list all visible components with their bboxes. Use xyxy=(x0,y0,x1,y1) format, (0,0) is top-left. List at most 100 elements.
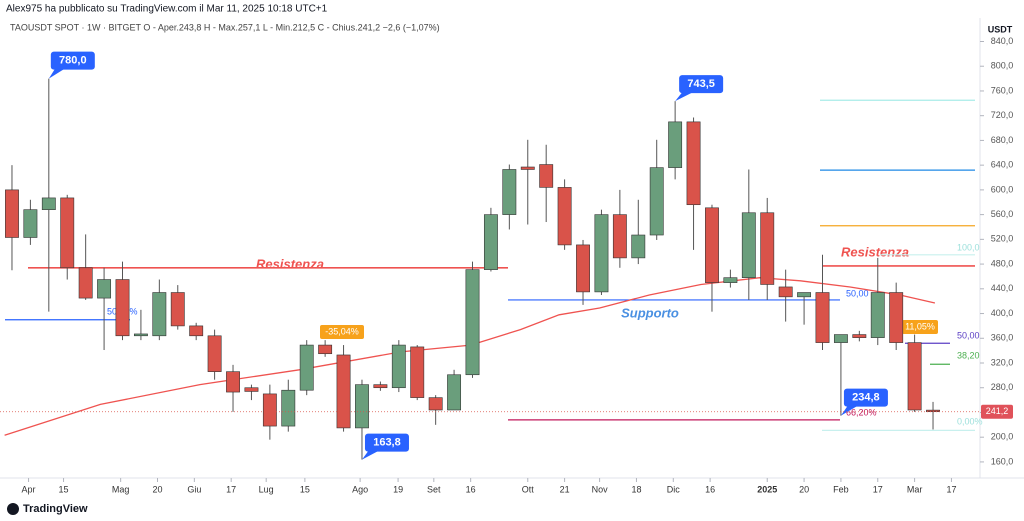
y-tick-label: 320,0 xyxy=(991,357,1014,367)
candle-body xyxy=(483,214,498,270)
y-tick-label: 720,0 xyxy=(991,110,1014,120)
x-tick-label: 21 xyxy=(560,484,570,494)
pct-label: 11,05% xyxy=(905,321,935,331)
axis-unit: USDT xyxy=(988,24,1013,34)
x-tick-label: 16 xyxy=(705,484,715,494)
x-tick-label: 17 xyxy=(226,484,236,494)
fib-label: 66,20% xyxy=(846,407,877,417)
y-tick-label: 520,0 xyxy=(991,234,1014,244)
y-tick-label: 480,0 xyxy=(991,258,1014,268)
y-tick-label: 400,0 xyxy=(991,308,1014,318)
candle-body xyxy=(741,212,756,278)
candle-body xyxy=(170,292,185,327)
callout-box xyxy=(679,75,724,94)
candle-body xyxy=(226,371,240,393)
candle-body xyxy=(557,187,572,246)
candle-body xyxy=(815,292,830,343)
candle-body xyxy=(318,344,333,355)
candle-body xyxy=(23,209,38,238)
candle-body xyxy=(539,164,554,188)
annotation: Resistenza xyxy=(256,256,324,271)
callout-label: 780,0 xyxy=(59,54,87,66)
x-tick-label: 15 xyxy=(59,484,69,494)
candle-body xyxy=(520,166,535,170)
x-tick-label: Apr xyxy=(22,484,36,494)
x-tick-label: Ago xyxy=(352,484,368,494)
fib-label: 0,00% xyxy=(957,416,983,426)
fib-label: 100,0 xyxy=(957,242,980,252)
y-tick-label: 680,0 xyxy=(991,135,1014,145)
x-tick-label: 20 xyxy=(799,484,809,494)
candle-body xyxy=(760,212,775,285)
x-tick-label: 15 xyxy=(300,484,310,494)
candle-body xyxy=(778,286,793,298)
fib-label: 50,00 xyxy=(957,330,980,340)
y-tick-label: 840,0 xyxy=(991,36,1014,46)
annotation: Resistenza xyxy=(841,244,909,259)
x-tick-label: Ott xyxy=(522,484,535,494)
fib-label: 50,00 xyxy=(846,288,869,298)
candle-body xyxy=(465,269,480,376)
candle-body xyxy=(870,292,885,338)
candle-body xyxy=(189,325,204,337)
last-price-box xyxy=(981,404,1013,419)
logo xyxy=(7,503,19,515)
pct-label: -35,04% xyxy=(325,326,359,336)
candle-body xyxy=(852,334,867,338)
y-tick-label: 360,0 xyxy=(991,333,1014,343)
candle-body xyxy=(133,333,148,337)
callout-box xyxy=(843,388,888,407)
y-tick-label: 640,0 xyxy=(991,160,1014,170)
pct-badge xyxy=(902,320,938,334)
y-tick-label: 760,0 xyxy=(991,85,1014,95)
x-tick-label: 16 xyxy=(466,484,476,494)
candle-body xyxy=(281,389,296,427)
x-tick-label: Giu xyxy=(187,484,201,494)
moving-average xyxy=(4,277,936,436)
x-tick-label: 18 xyxy=(631,484,641,494)
footer-brand: TradingView xyxy=(23,503,88,515)
candle-body xyxy=(797,292,812,298)
candle-body xyxy=(428,397,443,411)
publish-note: Alex975 ha pubblicato su TradingView.com… xyxy=(6,4,328,15)
candle-body xyxy=(5,189,19,238)
candle-body xyxy=(78,267,93,299)
callout-box xyxy=(50,51,95,70)
candle-body xyxy=(410,346,425,398)
y-tick-label: 160,0 xyxy=(991,456,1014,466)
candle-body xyxy=(889,292,904,343)
x-tick-label: 20 xyxy=(152,484,162,494)
callout-label: 163,8 xyxy=(373,436,401,448)
candle-body xyxy=(373,384,388,389)
callout-label: 234,8 xyxy=(852,392,880,404)
candle-body xyxy=(336,354,351,429)
x-tick-label: Feb xyxy=(833,484,849,494)
x-tick-label: Mar xyxy=(907,484,923,494)
y-tick-label: 560,0 xyxy=(991,209,1014,219)
candle-body xyxy=(649,167,664,236)
fib-label: 38,20 xyxy=(957,350,980,360)
candle-body xyxy=(705,207,719,283)
last-price-label: 241,2 xyxy=(986,406,1009,416)
candle-body xyxy=(355,384,369,429)
candle-body xyxy=(594,214,609,293)
callout-box xyxy=(364,433,409,452)
candle-body xyxy=(115,279,130,337)
candle-body xyxy=(502,169,517,215)
candle-body xyxy=(833,334,848,343)
y-tick-label: 600,0 xyxy=(991,184,1014,194)
x-tick-label: Nov xyxy=(592,484,609,494)
x-tick-label: 17 xyxy=(873,484,883,494)
candle-body xyxy=(41,197,56,210)
x-tick-label: 19 xyxy=(393,484,403,494)
candle-body xyxy=(612,214,627,259)
callout-label: 743,5 xyxy=(687,78,715,90)
x-tick-label: 17 xyxy=(946,484,956,494)
x-tick-label: 2025 xyxy=(757,484,777,494)
candle-body xyxy=(299,344,314,391)
annotation: Supporto xyxy=(621,305,679,320)
x-tick-label: Set xyxy=(427,484,441,494)
candle-body xyxy=(447,374,462,411)
